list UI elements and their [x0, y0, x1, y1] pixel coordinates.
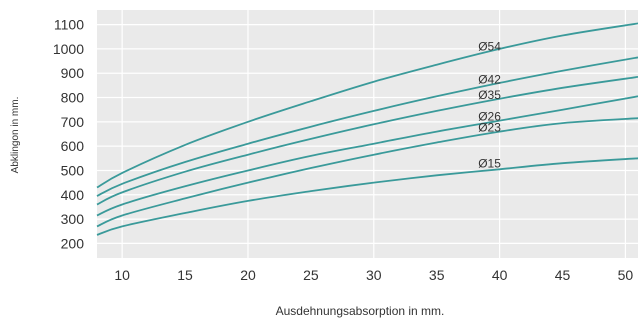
plot-background: [97, 10, 638, 258]
y-axis-ticks: 200 300 400 500 600 700 800 900 1000 1100: [53, 17, 84, 252]
x-axis-ticks: 10 15 20 25 30 35 40 45 50: [114, 267, 633, 283]
y-tick-label: 800: [61, 90, 85, 106]
series-label: Ø54: [478, 39, 501, 53]
series-label: Ø42: [478, 72, 501, 86]
x-tick-label: 35: [429, 267, 445, 283]
series-line: [96, 76, 638, 206]
series-line: [96, 22, 638, 189]
y-tick-label: 300: [61, 211, 85, 227]
y-tick-label: 1000: [53, 41, 84, 57]
y-tick-label: 900: [61, 65, 85, 81]
x-tick-label: 20: [240, 267, 256, 283]
series-line: [96, 157, 638, 236]
y-tick-label: 400: [61, 187, 85, 203]
y-tick-label: 600: [61, 138, 85, 154]
series-line: [96, 117, 638, 228]
x-tick-label: 30: [366, 267, 382, 283]
y-tick-label: 500: [61, 162, 85, 178]
series-label: Ø26: [478, 109, 501, 123]
x-tick-label: 50: [618, 267, 634, 283]
x-tick-label: 10: [114, 267, 130, 283]
series-label: Ø35: [478, 88, 501, 102]
x-axis-title: Ausdehnungsabsorption in mm.: [276, 304, 445, 318]
series-line: [96, 56, 638, 197]
x-tick-label: 45: [555, 267, 571, 283]
series-lines: [96, 22, 638, 236]
grid: [97, 10, 638, 258]
series-line: [96, 95, 638, 217]
x-tick-label: 15: [177, 267, 193, 283]
y-tick-label: 200: [61, 235, 85, 251]
series-label: Ø23: [478, 120, 501, 134]
series-label: Ø15: [478, 156, 501, 170]
y-axis-title: Abklingon in mm.: [10, 97, 21, 174]
x-tick-label: 25: [303, 267, 319, 283]
y-tick-label: 1100: [54, 17, 84, 33]
y-tick-label: 700: [61, 114, 85, 130]
x-tick-label: 40: [492, 267, 508, 283]
